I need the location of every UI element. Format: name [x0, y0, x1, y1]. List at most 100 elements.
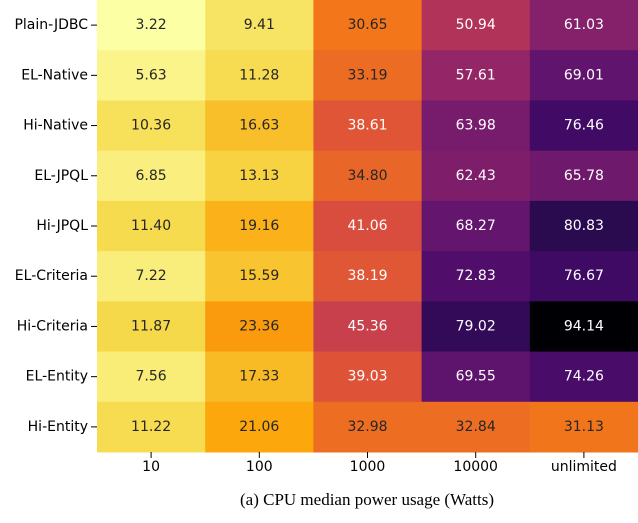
cell — [205, 200, 314, 252]
cell-label: 11.28 — [239, 67, 279, 83]
cell — [529, 251, 638, 302]
cell-label: 11.40 — [131, 218, 171, 234]
cell-label: 7.22 — [136, 268, 167, 284]
x-tick-label: unlimited — [551, 459, 617, 475]
y-tick-label: Hi-Native — [23, 118, 88, 134]
cell — [313, 251, 423, 302]
cell-label: 11.22 — [131, 419, 171, 435]
cell-label: 32.84 — [456, 419, 496, 435]
cell — [421, 351, 531, 403]
cell-label: 76.67 — [564, 268, 604, 284]
cell-label: 16.63 — [239, 118, 279, 134]
cell — [529, 301, 638, 353]
cell-label: 21.06 — [239, 419, 279, 435]
cell — [205, 301, 314, 353]
cell — [205, 100, 314, 152]
cell — [529, 351, 638, 403]
cell — [97, 0, 206, 51]
cell-label: 65.78 — [564, 168, 604, 184]
cell — [529, 150, 638, 202]
y-tick-label: EL-Entity — [26, 369, 88, 385]
cell — [313, 50, 423, 101]
cell-label: 94.14 — [564, 318, 604, 334]
cell-label: 9.41 — [244, 17, 275, 33]
cell-label: 79.02 — [456, 318, 496, 334]
cell — [529, 100, 638, 152]
cell-label: 17.33 — [239, 369, 279, 385]
x-tick-label: 10 — [142, 459, 160, 475]
cell-label: 33.19 — [347, 67, 387, 83]
cell — [205, 0, 314, 51]
cell — [205, 251, 314, 302]
cell-label: 7.56 — [136, 369, 167, 385]
y-tick-label: Hi-Entity — [28, 419, 88, 435]
cell-label: 3.22 — [136, 17, 167, 33]
cell-label: 13.13 — [239, 168, 279, 184]
cell — [97, 100, 206, 152]
cell — [97, 150, 206, 202]
cell — [421, 0, 531, 51]
y-tick-label: Hi-Criteria — [17, 318, 88, 334]
cell — [97, 251, 206, 302]
cell-label: 38.19 — [347, 268, 387, 284]
cell — [205, 401, 314, 453]
cell — [313, 100, 423, 152]
cell — [205, 50, 314, 101]
cell — [97, 401, 206, 453]
cell — [421, 50, 531, 101]
cell-label: 50.94 — [456, 17, 496, 33]
cell-label: 30.65 — [347, 17, 387, 33]
cell-label: 32.98 — [347, 419, 387, 435]
cell-label: 69.01 — [564, 67, 604, 83]
cell-label: 6.85 — [136, 168, 167, 184]
cell — [529, 0, 638, 51]
cell-label: 38.61 — [347, 118, 387, 134]
cell — [313, 200, 423, 252]
cell-label: 57.61 — [456, 67, 496, 83]
y-tick-label: EL-JPQL — [34, 168, 88, 184]
cell — [529, 200, 638, 252]
cell-label: 39.03 — [347, 369, 387, 385]
caption: (a) CPU median power usage (Watts) — [240, 490, 494, 509]
cell-label: 41.06 — [347, 218, 387, 234]
cell — [421, 251, 531, 302]
cell — [313, 0, 423, 51]
cell — [205, 150, 314, 202]
cell — [313, 301, 423, 353]
cell-label: 72.83 — [456, 268, 496, 284]
cell-label: 45.36 — [347, 318, 387, 334]
cell — [421, 301, 531, 353]
cell — [313, 401, 423, 453]
cell — [421, 200, 531, 252]
y-tick-label: EL-Criteria — [15, 268, 88, 284]
cell-label: 80.83 — [564, 218, 604, 234]
cell-label: 61.03 — [564, 17, 604, 33]
cell-label: 69.55 — [456, 369, 496, 385]
cell-label: 62.43 — [456, 168, 496, 184]
cell — [421, 401, 531, 453]
cell-label: 63.98 — [456, 118, 496, 134]
cell — [313, 150, 423, 202]
cell-label: 76.46 — [564, 118, 604, 134]
cell — [313, 351, 423, 403]
cell — [97, 50, 206, 101]
cell-label: 31.13 — [564, 419, 604, 435]
cell-label: 15.59 — [239, 268, 279, 284]
cell — [205, 351, 314, 403]
cell — [97, 301, 206, 353]
cell-label: 10.36 — [131, 118, 171, 134]
cell — [529, 401, 638, 453]
y-tick-label: EL-Native — [21, 67, 88, 83]
cell — [97, 200, 206, 252]
cell-label: 5.63 — [136, 67, 167, 83]
cell-label: 68.27 — [456, 218, 496, 234]
x-tick-label: 100 — [246, 459, 273, 475]
cell-label: 34.80 — [347, 168, 387, 184]
cell — [421, 100, 531, 152]
x-tick-label: 1000 — [350, 459, 386, 475]
cell — [421, 150, 531, 202]
cell-label: 23.36 — [239, 318, 279, 334]
cell-label: 11.87 — [131, 318, 171, 334]
x-tick-label: 10000 — [453, 459, 498, 475]
